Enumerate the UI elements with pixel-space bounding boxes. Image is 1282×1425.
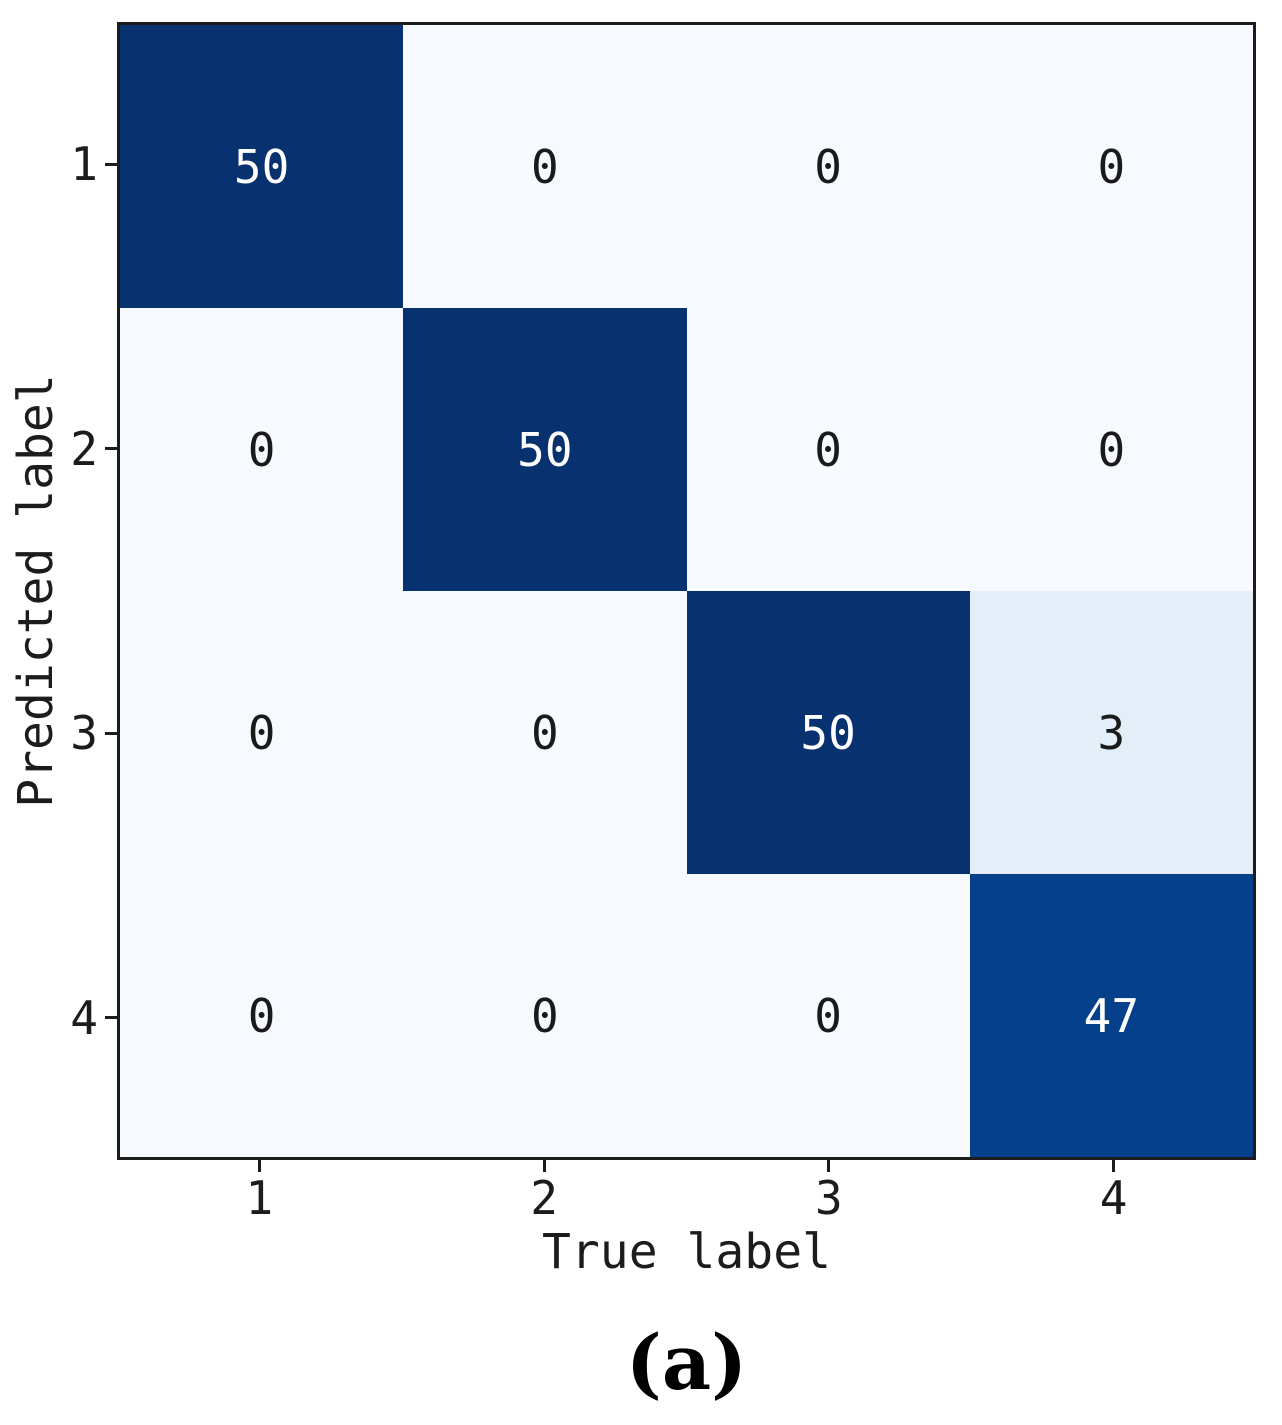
y-tick-mark	[105, 447, 117, 451]
heatmap-cell: 47	[969, 874, 1253, 1157]
heatmap-cell: 3	[969, 591, 1253, 874]
heatmap-cell: 50	[686, 591, 970, 874]
y-tick-label: 4	[70, 990, 98, 1045]
x-tick-label: 2	[530, 1171, 558, 1225]
x-tick-label: 1	[245, 1171, 274, 1225]
y-tick-mark	[105, 1016, 117, 1020]
heatmap-cell: 0	[403, 591, 687, 874]
y-tick-mark	[105, 162, 117, 166]
x-tick-mark	[542, 1160, 546, 1172]
x-tick-mark	[1112, 1160, 1116, 1172]
heatmap-cell: 0	[686, 874, 970, 1157]
heatmap-cell: 0	[969, 25, 1253, 308]
heatmap-cell: 0	[403, 874, 687, 1157]
heatmap-grid: 50 0 0 0 0 50 0 0 0 0 50 3 0 0 0 47	[117, 22, 1256, 1160]
heatmap-cell: 0	[403, 25, 687, 308]
heatmap-cell: 0	[969, 308, 1253, 591]
x-tick-mark	[257, 1160, 261, 1172]
subfigure-caption: (a)	[625, 1318, 748, 1407]
heatmap-cell: 50	[120, 25, 404, 308]
x-tick-mark	[827, 1160, 831, 1172]
y-tick-label: 3	[70, 706, 98, 761]
heatmap-cell: 0	[120, 591, 404, 874]
x-axis-label: True label	[542, 1224, 831, 1280]
heatmap-cell: 50	[403, 308, 687, 591]
x-tick-label: 4	[1099, 1171, 1128, 1225]
y-tick-mark	[105, 731, 117, 735]
heatmap-cell: 0	[686, 25, 970, 308]
heatmap-cell: 0	[120, 874, 404, 1157]
heatmap-cell: 0	[120, 308, 404, 591]
x-tick-label: 3	[815, 1171, 843, 1225]
y-tick-label: 1	[70, 137, 98, 192]
y-tick-label: 2	[70, 421, 98, 476]
heatmap-cell: 0	[686, 308, 970, 591]
